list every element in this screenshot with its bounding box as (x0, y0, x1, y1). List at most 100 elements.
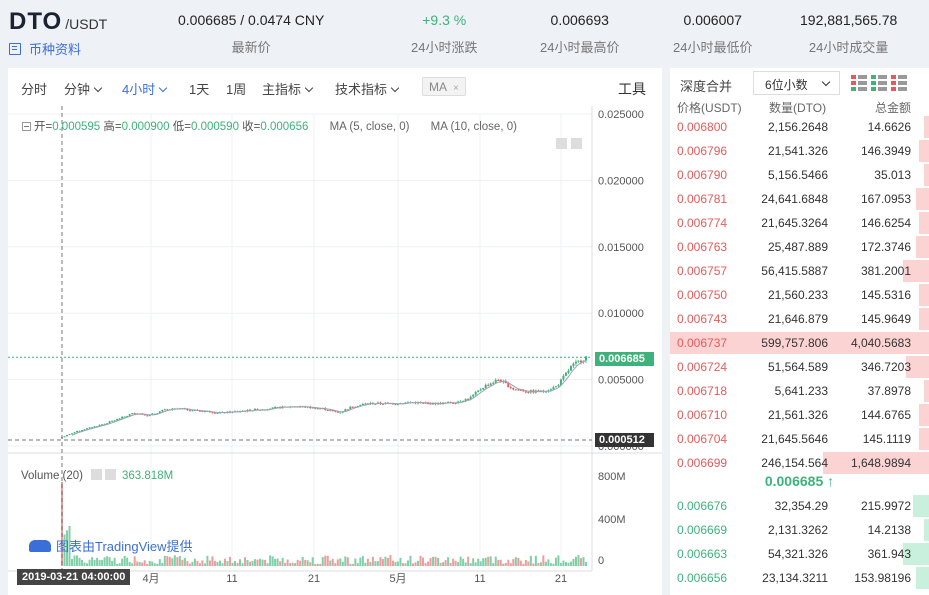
volume-bar (239, 559, 242, 566)
ask-row[interactable]: 0.006800 2,156.2648 14.6626 (670, 115, 929, 139)
close-icon[interactable]: × (453, 83, 459, 94)
candle-body (161, 410, 164, 412)
tools-button[interactable]: 工具 (618, 81, 646, 97)
stat-label: 24小时最低价 (673, 40, 753, 55)
ask-price: 0.006800 (677, 120, 728, 134)
interval-4h-dropdown[interactable]: 4小时 (122, 79, 168, 98)
volume-bar (567, 562, 570, 566)
volume-bar (208, 560, 211, 566)
volume-bar (153, 563, 156, 566)
bid-row[interactable]: 0.006663 54,321.326 361.943 (670, 542, 929, 566)
tech-indicator-dropdown[interactable]: 技术指标 (335, 79, 400, 98)
ask-row[interactable]: 0.006763 25,487.889 172.3746 (670, 235, 929, 259)
stat-label: 24小时成交量 (808, 40, 889, 55)
main-indicator-dropdown[interactable]: 主指标 (262, 79, 314, 98)
candle-body (319, 408, 322, 410)
candle-body (68, 434, 71, 436)
ask-row[interactable]: 0.006774 21,645.3264 146.6254 (670, 211, 929, 235)
book-mode-asks-icon[interactable] (891, 75, 907, 91)
interval-timeline[interactable]: 分时 (21, 82, 48, 97)
tradingview-attribution[interactable]: 图表由TradingView提供 (29, 536, 193, 555)
bid-row[interactable]: 0.006669 2,131.3262 14.2138 (670, 518, 929, 542)
candle-body (213, 412, 216, 414)
volume-bar (562, 560, 565, 566)
bid-row[interactable]: 0.006656 23,134.3211 153.98196 (670, 566, 929, 590)
volume-bar (574, 556, 577, 566)
ask-price: 0.006757 (677, 264, 728, 278)
volume-bar (544, 561, 547, 566)
candle-body (73, 432, 76, 434)
settings-icon[interactable] (91, 469, 103, 480)
candle-body (133, 413, 136, 415)
volume-bar (369, 561, 372, 566)
volume-bar (61, 482, 63, 566)
depth-bar (919, 140, 929, 162)
candle-body (361, 403, 364, 405)
volume-bar (376, 561, 379, 566)
candle-body (464, 398, 467, 401)
volume-bar (193, 558, 196, 566)
candle-body (98, 424, 101, 427)
ma-indicator-tag[interactable]: MA × (422, 77, 466, 96)
volume-axis-label: 400M (598, 514, 626, 526)
book-mode-both-icon[interactable] (851, 75, 867, 91)
ask-row[interactable]: 0.006737 599,757.806 4,040.5683 (670, 331, 929, 355)
candle-body (76, 430, 79, 433)
ask-row[interactable]: 0.006724 51,564.589 346.7203 (670, 355, 929, 379)
open-value: 0.000595 (52, 121, 101, 133)
volume-bar (251, 560, 254, 566)
candle-body (329, 410, 332, 412)
ask-row[interactable]: 0.006796 21,541.326 146.3949 (670, 139, 929, 163)
volume-bar (63, 534, 66, 566)
ask-total: 346.7203 (860, 360, 911, 374)
coin-info-link[interactable]: 币种资料 (9, 39, 81, 58)
volume-bar (223, 558, 226, 566)
bid-row[interactable]: 0.006676 32,354.29 215.9972 (670, 494, 929, 518)
candle-body (452, 402, 455, 404)
candle-body (191, 410, 194, 412)
candle-body (316, 408, 319, 410)
interval-minute-dropdown[interactable]: 分钟 (64, 79, 103, 98)
ask-qty: 21,541.326 (767, 144, 828, 158)
volume-bar (246, 560, 249, 566)
candle-body (514, 389, 517, 391)
collapse-icon[interactable] (22, 122, 31, 131)
interval-1w[interactable]: 1周 (226, 82, 247, 97)
depth-bar (916, 188, 929, 210)
chart-toolbar: 分时 分钟 4小时 1天 1周 主指标 技术指标 MA × 工具 (8, 68, 662, 106)
volume-bar (529, 555, 532, 566)
ask-row[interactable]: 0.006704 21,645.5646 145.1119 (670, 427, 929, 451)
stat-value: 192,881,565.78 (800, 12, 898, 28)
volume-bar (489, 556, 492, 566)
chart-canvas[interactable]: 0.025000 0.020000 0.015000 0.010000 0.005000… (8, 106, 662, 595)
ask-row[interactable]: 0.006710 21,561.326 144.6765 (670, 403, 929, 427)
candle-body (462, 400, 465, 402)
volume-bar (181, 559, 184, 566)
volume-bar (532, 563, 535, 566)
ask-row[interactable]: 0.006781 24,641.6848 167.0953 (670, 187, 929, 211)
trading-pair: DTO /USDT (9, 8, 107, 36)
close-icon[interactable] (105, 469, 117, 480)
ask-row[interactable]: 0.006718 5,641.233 37.8978 (670, 379, 929, 403)
col-price: 价格(USDT) (677, 101, 742, 115)
ask-row[interactable]: 0.006743 21,646.879 145.9649 (670, 307, 929, 331)
book-mode-bids-icon[interactable] (871, 75, 887, 91)
depth-bar (924, 164, 929, 186)
ask-qty: 56,415.5887 (761, 264, 828, 278)
candle-body (339, 412, 342, 414)
volume-bar (492, 563, 495, 566)
bid-qty: 54,321.326 (767, 547, 828, 561)
bid-total: 153.98196 (854, 571, 911, 585)
precision-select[interactable]: 6位小数 (753, 71, 840, 95)
ask-row[interactable]: 0.006750 21,560.233 145.5316 (670, 283, 929, 307)
interval-1d[interactable]: 1天 (189, 82, 210, 97)
candle-body (126, 415, 129, 417)
volume-bar (364, 562, 367, 566)
ask-row[interactable]: 0.006790 5,156.5466 35.013 (670, 163, 929, 187)
candle-body (394, 404, 397, 406)
book-column-headers: 价格(USDT) 数量(DTO) 总金额 (670, 97, 929, 115)
tradingview-chart[interactable]: 0.025000 0.020000 0.015000 0.010000 0.005000… (8, 106, 662, 595)
volume-bar (173, 555, 176, 566)
ask-row[interactable]: 0.006699 246,154.564 1,648.9894 (670, 451, 929, 475)
ask-row[interactable]: 0.006757 56,415.5887 381.2001 (670, 259, 929, 283)
